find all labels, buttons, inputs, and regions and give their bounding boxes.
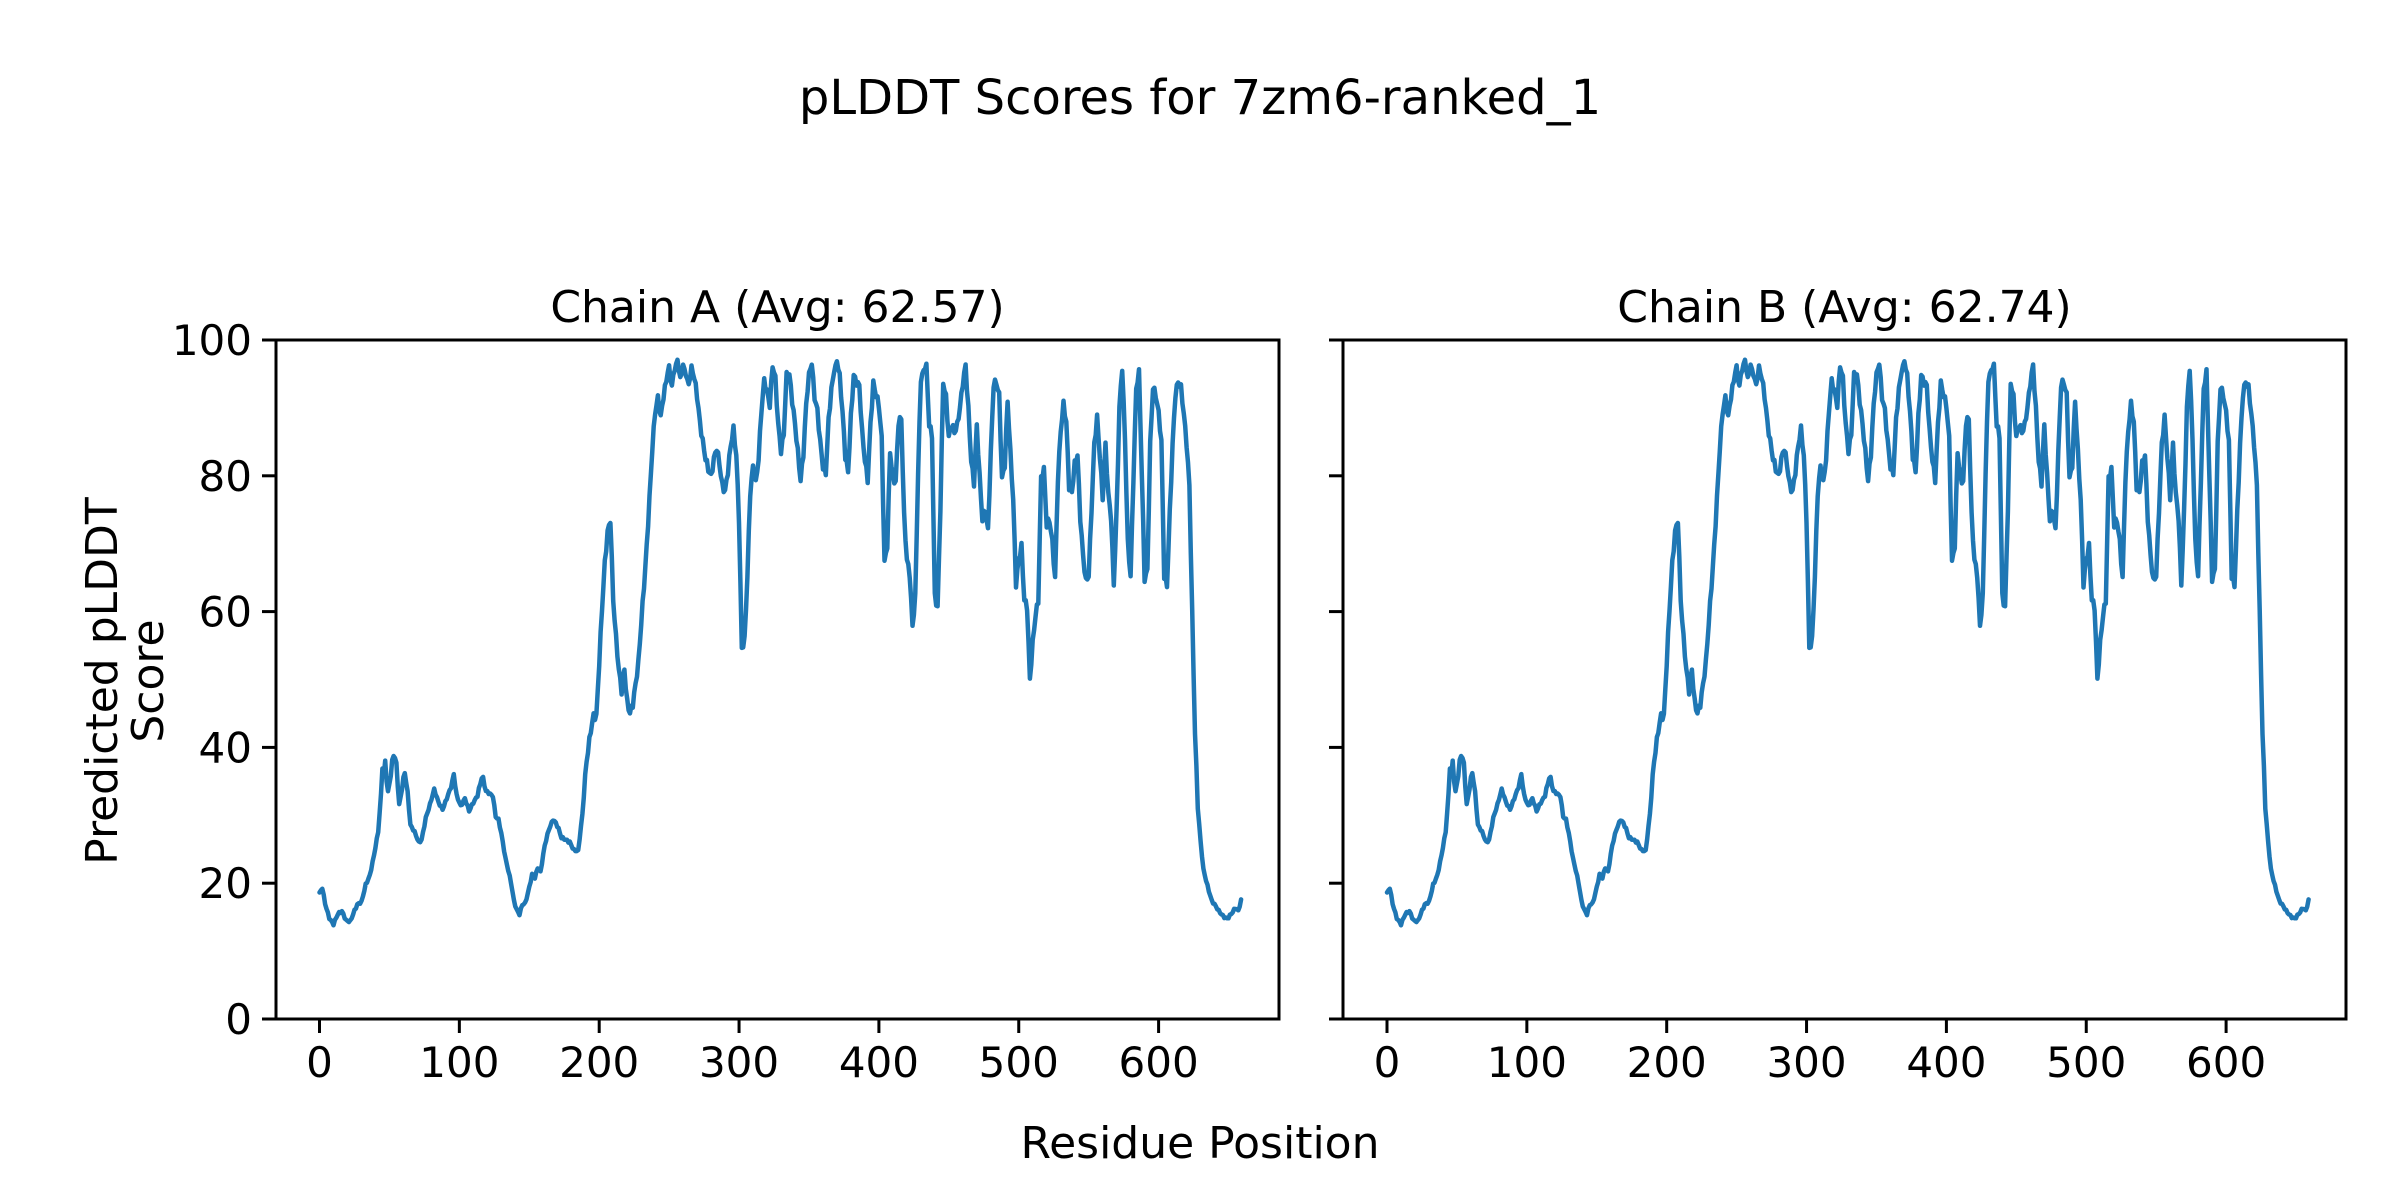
y-tick-label: 40 <box>199 723 252 772</box>
x-tick-label: 0 <box>1374 1038 1401 1087</box>
x-tick-label: 100 <box>1487 1038 1567 1087</box>
x-tick-label: 300 <box>1766 1038 1846 1087</box>
axes-spines <box>274 338 1281 1021</box>
y-tick-label: 100 <box>172 316 252 365</box>
subplot-chain-B: 0 100 200 300 400 500 600 <box>1329 338 2348 1087</box>
subplot-a-title: Chain A (Avg: 62.57) <box>550 282 1005 333</box>
x-tick-label: 600 <box>1119 1038 1199 1087</box>
plddt-line-chain-B <box>1384 357 2311 928</box>
x-tick-label: 400 <box>1906 1038 1986 1087</box>
subplot-b-title: Chain B (Avg: 62.74) <box>1617 282 2072 333</box>
y-tick-label: 60 <box>199 588 252 637</box>
x-tick-label: 200 <box>559 1038 639 1087</box>
plddt-line-chain-A <box>317 357 1244 928</box>
axes-spines <box>1341 338 2348 1021</box>
x-tick-label: 100 <box>419 1038 499 1087</box>
x-tick-label: 500 <box>979 1038 1059 1087</box>
subplot-chain-A: 0 20 40 60 80 100 0 100 200 300 400 500 600 <box>172 316 1281 1087</box>
x-tick-label: 200 <box>1627 1038 1707 1087</box>
y-tick-label: 20 <box>199 859 252 908</box>
x-tick-label: 300 <box>699 1038 779 1087</box>
y-tick-label: 0 <box>225 995 252 1044</box>
x-tick-label: 0 <box>306 1038 333 1087</box>
y-tick-label: 80 <box>199 452 252 501</box>
x-tick-label: 600 <box>2186 1038 2266 1087</box>
figure-title: pLDDT Scores for 7zm6-ranked_1 <box>798 70 1602 126</box>
x-axis-label: Residue Position <box>1020 1118 1380 1169</box>
x-tick-label: 400 <box>839 1038 919 1087</box>
x-tick-label: 500 <box>2046 1038 2126 1087</box>
